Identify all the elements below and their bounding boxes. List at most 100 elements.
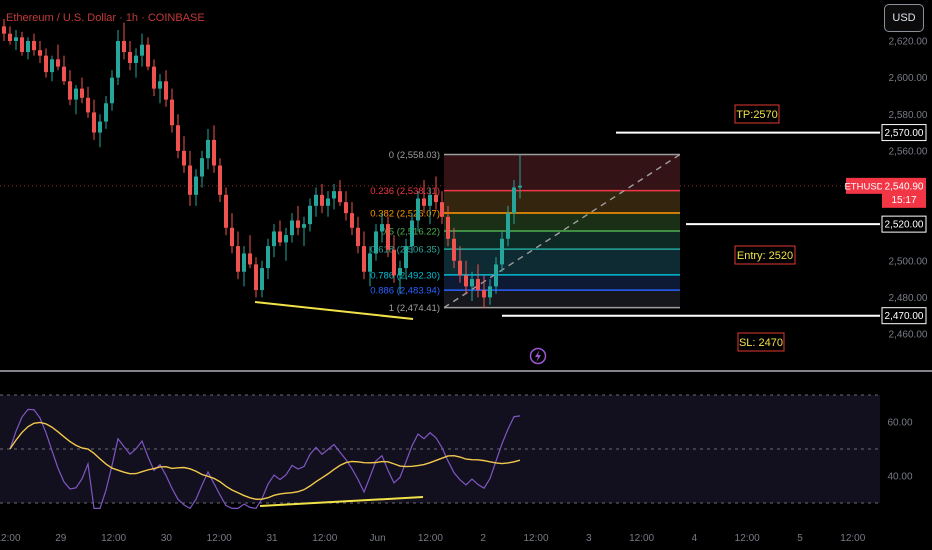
time-tick-label: 12:00 [629, 533, 654, 544]
time-tick-label: 12:00 [207, 533, 232, 544]
candle-body [170, 99, 174, 126]
candle-body [314, 194, 318, 206]
candle-body [332, 191, 336, 199]
candle-body [308, 205, 312, 225]
candle-body [254, 264, 258, 291]
candle-body [374, 231, 378, 254]
candle-body [236, 246, 240, 272]
candle-body [8, 33, 12, 41]
entry-annotation-box [734, 245, 796, 265]
axes: 2,620.00 2,600.00 2,580.00 2,560.00 2,500.00… [0, 37, 932, 544]
candle-body [356, 227, 360, 247]
fib-zone-0.5 [444, 231, 680, 250]
candle-body [194, 176, 198, 195]
rsi-band-fill [0, 395, 880, 503]
time-tick-label: 3 [586, 533, 592, 544]
candle-body [338, 191, 342, 203]
candle-body [206, 139, 210, 159]
candle-body [116, 41, 120, 78]
candle-body [68, 81, 72, 100]
candle-body [302, 224, 306, 228]
candle-body [44, 55, 48, 73]
tp-annotation-box [734, 104, 780, 124]
candle-body [476, 279, 480, 291]
chart-title: Ethereum / U.S. Dollar · 1h · COINBASE [6, 12, 205, 24]
sl-annotation-box [737, 332, 785, 352]
candle-body [20, 37, 24, 52]
candle-body [110, 77, 114, 104]
time-tick-label: 2 [480, 533, 486, 544]
candle-body [464, 275, 468, 287]
candle-body [416, 198, 420, 221]
candle-body [218, 165, 222, 195]
candle-body [512, 187, 516, 214]
symbol-tag-label: ETHUSD [844, 181, 883, 192]
candle-body [488, 286, 492, 298]
candle-body [224, 194, 228, 228]
currency-button[interactable]: USD [884, 4, 924, 32]
fib-zone-0.786 [444, 274, 680, 291]
price-divergence-line [254, 301, 414, 320]
candle-body [296, 220, 300, 228]
candle-body [284, 235, 288, 243]
time-tick-label: 4 [692, 533, 698, 544]
candle-body [182, 150, 186, 166]
time-tick-label: Jun [370, 533, 386, 544]
candle-body [188, 165, 192, 195]
rsi-ma-line [9, 421, 521, 500]
candle-body [350, 213, 354, 228]
level-tag-label: 2,570.00 [885, 128, 924, 139]
candle-body [428, 194, 432, 206]
candle-body [134, 55, 138, 63]
candle-body [368, 253, 372, 272]
candle-body [410, 220, 414, 247]
candle-body [266, 246, 270, 269]
candle-body [470, 279, 474, 287]
tp-annotation-label: TP:2570 [736, 109, 778, 121]
fib-label-1: 1 (2,474.41) [389, 303, 440, 314]
time-tick-label: 12:00 [418, 533, 443, 544]
price-tick-label: 2,620.00 [889, 37, 928, 48]
lightning-icon [529, 347, 547, 365]
candle-body [452, 238, 456, 261]
lightning-icon-ring [529, 347, 547, 365]
fib-zone-0.382 [444, 213, 680, 232]
countdown-label: 15:17 [891, 195, 916, 206]
fib-label-0: 0 (2,558.03) [389, 150, 440, 161]
candle-body [392, 249, 396, 276]
candle-body [272, 231, 276, 247]
fib-trendline [443, 153, 681, 309]
candle-body [122, 41, 126, 52]
fib-label-0.236: 0.236 (2,538.31) [370, 186, 440, 197]
candle-body [50, 59, 54, 73]
current-price-box [882, 177, 926, 208]
time-tick-label: 30 [161, 533, 173, 544]
level-tag-label: 2,470.00 [885, 311, 924, 322]
lightning-icon-bolt [535, 350, 541, 362]
rsi-line [9, 408, 521, 510]
candle-body [434, 194, 438, 203]
sl-annotation-label: SL: 2470 [739, 337, 783, 349]
fib-zone-0.886 [444, 290, 680, 308]
price-pane[interactable]: 0 (2,558.03) 0.236 (2,538.31) 0.382 (2,526… [0, 19, 880, 365]
level-tag-box [881, 215, 927, 233]
time-tick-label: 31 [266, 533, 278, 544]
candle-body [98, 121, 102, 133]
price-tick-label: 2,600.00 [889, 73, 928, 84]
time-tick-label: 12:00 [0, 533, 21, 544]
candle-body [74, 88, 78, 100]
time-tick-label: 12:00 [101, 533, 126, 544]
candle-body [140, 44, 144, 56]
price-tick-label: 2,460.00 [889, 330, 928, 341]
candle-body [278, 231, 282, 243]
rsi-pane[interactable] [0, 394, 880, 510]
fib-label-0.382: 0.382 (2,526.07) [370, 209, 440, 220]
candle-body [506, 213, 510, 239]
candle-body [482, 290, 486, 298]
candle-body [104, 103, 108, 122]
price-tick-label: 2,560.00 [889, 146, 928, 157]
fib-label-0.886: 0.886 (2,483.94) [370, 286, 440, 297]
time-tick-label: 12:00 [523, 533, 548, 544]
time-tick-label: 12:00 [840, 533, 865, 544]
